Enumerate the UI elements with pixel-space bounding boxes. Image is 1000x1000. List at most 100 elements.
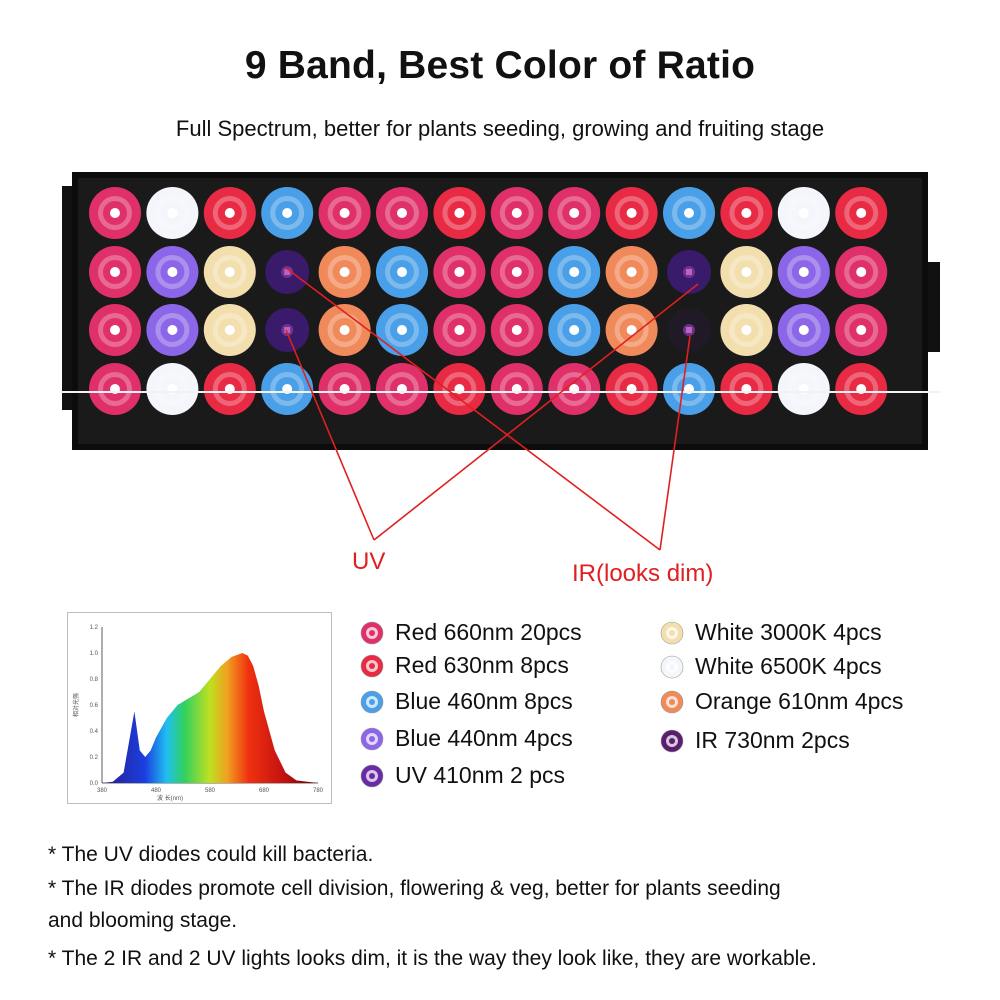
led-red660 xyxy=(89,363,141,415)
y-tick-label: 0.4 xyxy=(90,729,99,735)
led-red660 xyxy=(89,246,141,298)
legend-item: Blue 440nm 4pcs xyxy=(360,725,573,752)
spectrum-chart: 0.0 0.2 0.4 0.6 0.8 1.0 1.2 380 480 580 680 780 波 长(… xyxy=(67,612,332,804)
y-tick-label: 0.8 xyxy=(90,677,99,683)
led-white6500 xyxy=(146,363,199,415)
led-blue460 xyxy=(376,304,428,356)
led-red660 xyxy=(376,363,428,415)
led-white-6500k-icon xyxy=(660,655,684,678)
note-uv: * The UV diodes could kill bacteria. xyxy=(48,843,374,866)
led-uv410 xyxy=(265,308,310,352)
note-ir-continued: and blooming stage. xyxy=(48,909,238,932)
led-ir730 xyxy=(667,308,711,352)
led-blue460 xyxy=(548,304,601,356)
led-blue460 xyxy=(548,246,601,298)
led-red660 xyxy=(548,363,601,415)
led-red630 xyxy=(203,187,256,239)
led-blue-440-icon xyxy=(360,727,384,750)
led-white-3000k-icon xyxy=(660,621,684,644)
led-blue440 xyxy=(777,304,830,356)
led-orange610 xyxy=(318,304,371,356)
led-blue440 xyxy=(146,304,199,356)
y-axis-label: 相对光强 xyxy=(72,693,80,717)
callout-lines xyxy=(285,267,699,551)
led-red660 xyxy=(490,304,543,356)
led-panel xyxy=(60,172,940,551)
led-red660 xyxy=(835,246,888,298)
led-red660 xyxy=(89,304,141,356)
legend-item: Red 660nm 20pcs xyxy=(360,619,582,646)
legend-item: UV 410nm 2 pcs xyxy=(360,762,565,789)
x-tick-label: 380 xyxy=(97,788,108,794)
led-blue440 xyxy=(146,246,199,298)
y-tick-label: 0.0 xyxy=(90,781,99,787)
led-red660 xyxy=(835,304,888,356)
legend-item-label: White 6500K 4pcs xyxy=(695,653,882,679)
led-white3000 xyxy=(203,304,256,356)
led-blue440 xyxy=(777,246,830,298)
legend-item: White 6500K 4pcs xyxy=(660,653,882,680)
note-ir: * The IR diodes promote cell division, f… xyxy=(48,877,781,900)
led-red630 xyxy=(720,363,773,415)
legend-item: Red 630nm 8pcs xyxy=(360,652,569,679)
spectrum-chart-svg: 0.0 0.2 0.4 0.6 0.8 1.0 1.2 380 480 580 680 780 波 长(… xyxy=(72,625,324,802)
x-tick-label: 680 xyxy=(259,788,270,794)
led-red-630-icon xyxy=(360,654,384,677)
note-dim-lights: * The 2 IR and 2 UV lights looks dim, it… xyxy=(48,947,817,970)
led-red630 xyxy=(433,363,486,415)
legend-item-label: IR 730nm 2pcs xyxy=(695,727,850,753)
led-white3000 xyxy=(720,304,773,356)
uv-callout-label: UV xyxy=(352,548,386,575)
legend-item-label: UV 410nm 2 pcs xyxy=(395,762,566,788)
y-tick-label: 0.6 xyxy=(90,703,99,709)
led-red660 xyxy=(490,187,543,239)
led-red660 xyxy=(490,246,543,298)
legend-item: Orange 610nm 4pcs xyxy=(660,688,903,715)
legend-item-label: Red 660nm 20pcs xyxy=(395,619,582,645)
ir-callout-label: IR(looks dim) xyxy=(572,560,714,587)
legend-item: Blue 460nm 8pcs xyxy=(360,688,573,715)
led-white6500 xyxy=(146,187,199,239)
led-red630 xyxy=(720,187,773,239)
x-tick-label: 780 xyxy=(313,788,324,794)
y-tick-label: 1.2 xyxy=(90,625,99,631)
spectrum-area xyxy=(102,653,318,783)
led-red660 xyxy=(490,363,543,415)
led-red-660-icon xyxy=(360,621,384,644)
led-white6500 xyxy=(777,187,830,239)
led-red660 xyxy=(89,187,141,239)
led-white3000 xyxy=(720,246,773,298)
x-tick-label: 580 xyxy=(205,788,216,794)
led-red630 xyxy=(835,187,888,239)
legend-item: IR 730nm 2pcs xyxy=(660,727,850,754)
led-orange610 xyxy=(605,304,658,356)
led-uv410 xyxy=(265,250,310,294)
legend-item-label: Blue 460nm 8pcs xyxy=(395,688,573,714)
led-white6500 xyxy=(777,363,830,415)
led-uv410 xyxy=(667,250,711,294)
legend-item-label: White 3000K 4pcs xyxy=(695,619,882,645)
led-blue460 xyxy=(376,246,428,298)
led-red660 xyxy=(318,363,371,415)
x-axis-label: 波 长(nm) xyxy=(157,794,183,802)
led-red660 xyxy=(318,187,371,239)
y-tick-label: 1.0 xyxy=(90,651,99,657)
led-ir-730-icon xyxy=(660,729,684,752)
led-blue-460-icon xyxy=(360,690,384,713)
legend-item-label: Red 630nm 8pcs xyxy=(395,652,569,678)
led-orange610 xyxy=(605,246,658,298)
led-uv-410-icon xyxy=(360,764,384,787)
legend-item: White 3000K 4pcs xyxy=(660,619,882,646)
y-tick-label: 0.2 xyxy=(90,755,99,761)
led-red630 xyxy=(433,187,486,239)
led-red630 xyxy=(605,187,658,239)
led-white3000 xyxy=(203,246,256,298)
led-red630 xyxy=(605,363,658,415)
led-blue460 xyxy=(663,363,715,415)
led-blue460 xyxy=(663,187,715,239)
led-red660 xyxy=(376,187,428,239)
led-orange610 xyxy=(318,246,371,298)
led-blue460 xyxy=(261,187,314,239)
page-subtitle: Full Spectrum, better for plants seeding… xyxy=(175,116,825,141)
led-blue460 xyxy=(261,363,314,415)
